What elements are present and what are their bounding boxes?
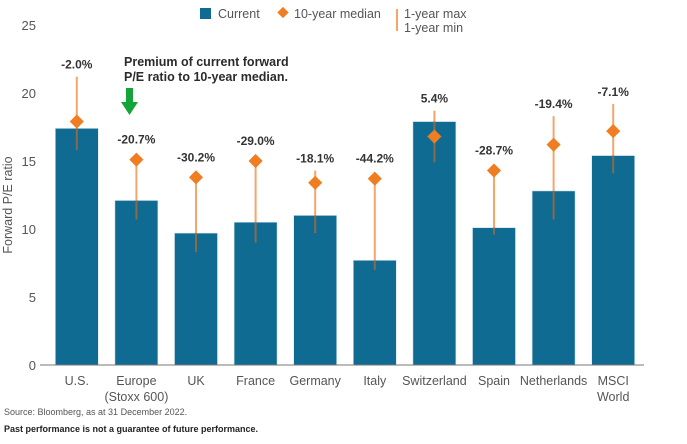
category-label: Italy (363, 374, 387, 388)
premium-labels: -2.0% -20.7% -30.2% -29.0% -18.1% -44.2% 5.4% -… (61, 58, 629, 166)
median-diamond (248, 153, 263, 169)
premium-label: -18.1% (296, 152, 334, 166)
bar-current (293, 215, 338, 366)
y-tick-label: 0 (29, 358, 36, 373)
median-diamond (427, 129, 442, 144)
median-diamond (308, 175, 323, 190)
y-tick-label: 25 (22, 18, 36, 33)
category-label: Netherlands (520, 374, 587, 388)
bar-current (233, 221, 278, 366)
category-label: Switzerland (402, 374, 467, 388)
median-diamond (129, 152, 144, 167)
bar-current (531, 190, 576, 366)
annotation: Premium of current forward P/E ratio to … (121, 55, 289, 115)
bars (54, 121, 636, 366)
premium-label: 5.4% (421, 92, 449, 106)
legend-current-label: Current (218, 7, 260, 21)
category-label: Germany (289, 374, 341, 388)
disclaimer-note: Past performance is not a guarantee of f… (4, 424, 259, 434)
category-label: U.S. (65, 374, 89, 388)
annotation-line-1: Premium of current forward (124, 55, 289, 69)
bar-current (352, 259, 397, 366)
legend-median-label: 10-year median (294, 7, 381, 21)
premium-label: -2.0% (61, 58, 93, 72)
y-tick-label: 10 (22, 222, 36, 237)
category-label: World (597, 390, 629, 404)
legend-max-label: 1-year max (404, 7, 467, 21)
y-axis-ticks: 0 5 10 15 20 25 (22, 18, 36, 373)
premium-label: -19.4% (535, 97, 573, 111)
range-lines (75, 76, 615, 270)
category-label: Spain (478, 374, 510, 388)
y-axis-label: Forward P/E ratio (1, 156, 15, 253)
median-diamond (606, 124, 621, 139)
median-diamond (367, 171, 382, 186)
legend: Current 10-year median 1-year max 1-year… (200, 6, 467, 35)
bar-current (54, 128, 99, 366)
premium-label: -28.7% (475, 144, 513, 158)
premium-label: -20.7% (117, 133, 155, 147)
bar-current (174, 232, 218, 366)
legend-median-swatch (277, 6, 289, 19)
median-diamond (188, 170, 204, 185)
category-label: (Stoxx 600) (104, 390, 168, 404)
premium-label: -29.0% (237, 134, 275, 148)
legend-current-swatch (200, 8, 211, 19)
forward-pe-chart: Current 10-year median 1-year max 1-year… (1, 6, 644, 404)
category-label: France (236, 374, 275, 388)
bar-current (114, 200, 159, 366)
annotation-line-2: P/E ratio to 10-year median. (124, 70, 288, 84)
median-diamond (486, 163, 502, 178)
y-tick-label: 15 (22, 154, 36, 169)
median-markers (69, 114, 621, 190)
category-labels: U.S. Europe (Stoxx 600) UK France Germany Ital… (65, 374, 630, 404)
source-note: Source: Bloomberg, as at 31 December 202… (4, 407, 188, 417)
median-diamond (546, 137, 561, 152)
premium-label: -44.2% (356, 152, 394, 166)
premium-label: -30.2% (177, 150, 215, 164)
green-arrow-icon (121, 88, 138, 115)
premium-label: -7.1% (598, 85, 630, 99)
bar-current (472, 227, 516, 366)
y-tick-label: 5 (29, 290, 36, 305)
category-label: Europe (116, 374, 156, 388)
category-label: MSCI (598, 374, 629, 388)
bar-current (591, 155, 636, 366)
category-label: UK (187, 374, 205, 388)
y-tick-label: 20 (22, 86, 36, 101)
legend-min-label: 1-year min (404, 21, 463, 35)
median-diamond (69, 114, 84, 129)
